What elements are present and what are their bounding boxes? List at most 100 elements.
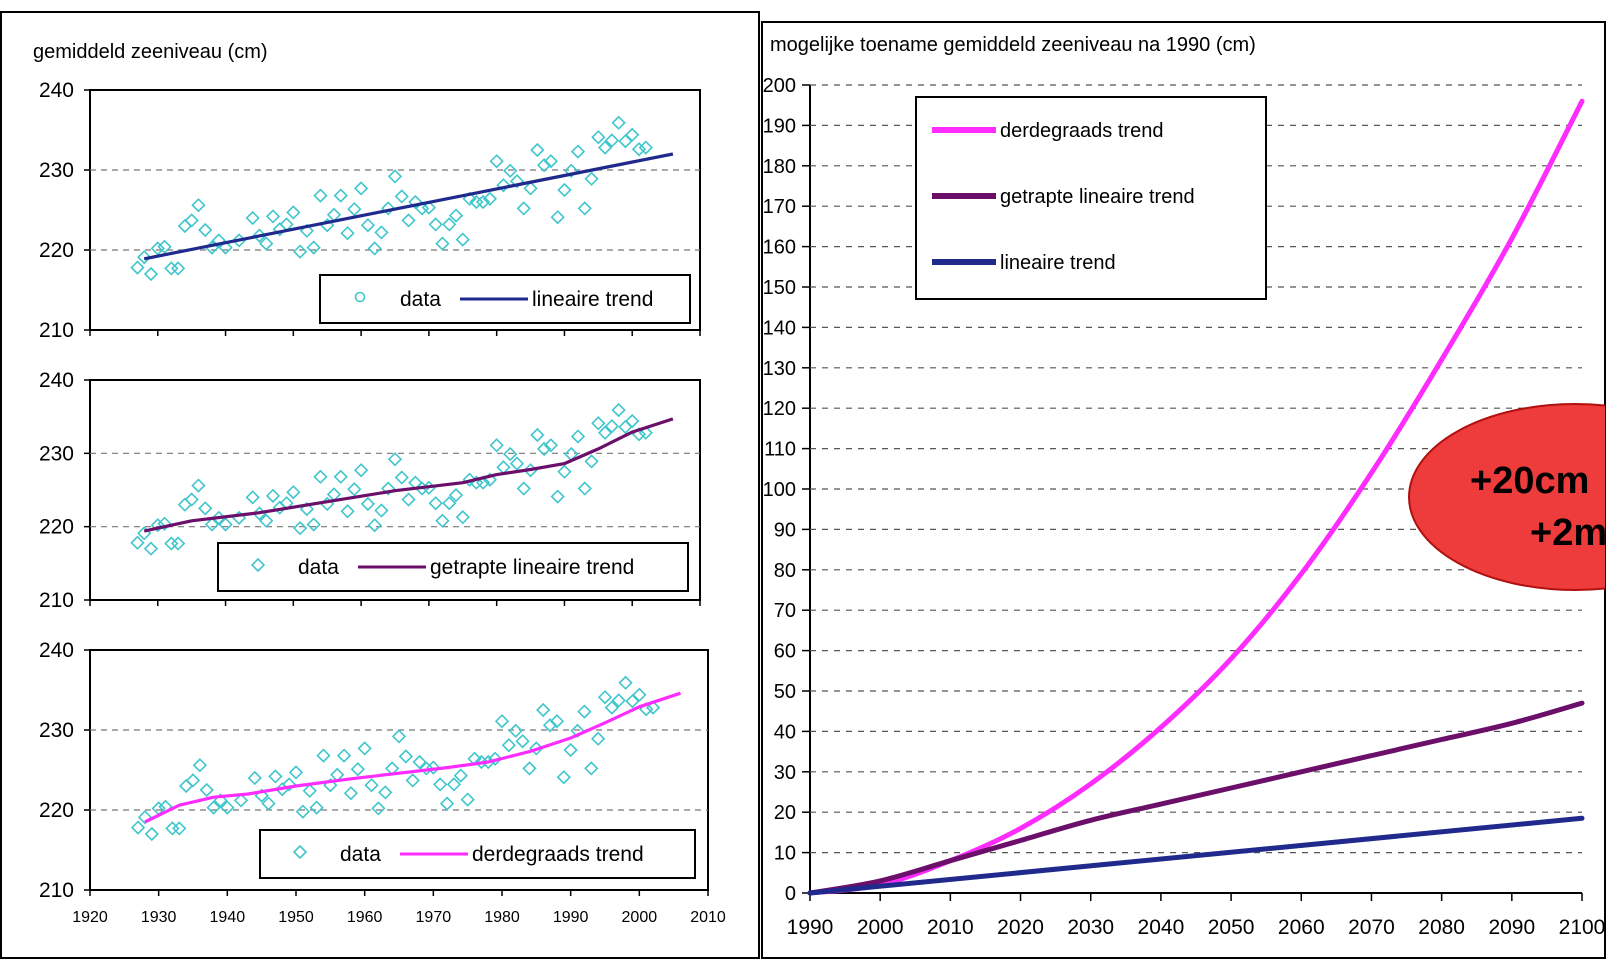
data-point [421, 200, 437, 215]
legend-label-trend: derdegraads trend [472, 843, 644, 866]
data-point [455, 232, 470, 247]
data-point [347, 202, 362, 217]
data-point [523, 181, 538, 196]
data-point [336, 748, 352, 763]
y-tick-label: 50 [774, 681, 796, 703]
data-point [508, 723, 523, 738]
data-point [394, 189, 409, 204]
data-point [218, 517, 233, 532]
legend-data-marker [292, 844, 308, 860]
y-tick-label: 100 [763, 479, 796, 501]
x-tick-label: 1940 [210, 909, 246, 926]
data-point [157, 516, 172, 531]
data-point [198, 222, 213, 238]
data-point [455, 510, 470, 525]
x-tick-label: 1920 [72, 909, 108, 926]
data-point [165, 821, 180, 836]
plot-frame [89, 649, 709, 891]
data-point [295, 804, 310, 819]
x-tick-label: 2010 [690, 909, 726, 926]
data-point [367, 241, 382, 256]
data-point [374, 503, 389, 518]
data-point [172, 821, 187, 836]
data-point [494, 714, 510, 729]
y-tick-label: 110 [764, 439, 796, 461]
data-point [333, 188, 348, 203]
legend-label-trend: getrapte lineaire trend [430, 556, 634, 579]
data-point [433, 777, 448, 792]
data-point [604, 133, 620, 148]
data-point [357, 741, 372, 756]
data-point [387, 452, 403, 467]
data-point [549, 714, 565, 729]
data-point [428, 217, 443, 232]
data-point [412, 754, 427, 770]
data-point [157, 239, 172, 254]
data-point [482, 191, 498, 206]
y-tick-label: 230 [39, 442, 74, 465]
data-point [130, 535, 145, 550]
data-points [131, 117, 653, 282]
data-point [509, 456, 525, 471]
x-tick-label: 2080 [1418, 916, 1465, 939]
x-tick-label: 1990 [787, 916, 834, 939]
y-tick-label: 150 [763, 277, 796, 299]
x-tick-label: 1980 [484, 909, 520, 926]
data-point [577, 481, 592, 496]
y-tick-label: 190 [763, 115, 796, 137]
data-point [604, 419, 620, 434]
data-point [419, 761, 434, 776]
data-point [435, 513, 450, 528]
data-point [398, 749, 413, 764]
data-point [353, 463, 369, 478]
data-point [543, 438, 559, 453]
y-tick-label: 210 [39, 319, 74, 342]
data-point [426, 760, 441, 775]
data-point [374, 225, 389, 240]
y-tick-label: 230 [39, 159, 74, 182]
data-point [448, 208, 464, 223]
data-point [306, 240, 321, 255]
y-tick-label: 140 [763, 317, 796, 339]
data-point [501, 738, 516, 753]
x-tick-label: 2060 [1278, 916, 1325, 939]
data-point [401, 213, 416, 228]
data-point [360, 218, 376, 233]
data-point [618, 134, 633, 149]
data-point [597, 425, 613, 440]
data-point [364, 778, 379, 793]
y-tick-label: 240 [39, 639, 74, 662]
data-point [233, 793, 249, 808]
data-point [261, 796, 276, 811]
panel-getrapte-lineaire-trend: 240 230 220 210 data getrapte lineaire trend [39, 369, 701, 612]
data-point [556, 770, 571, 785]
y-tick-label: 130 [763, 358, 796, 380]
x-tick-label: 2090 [1488, 916, 1535, 939]
data-point [367, 518, 382, 533]
data-point [611, 693, 626, 708]
panel-projection: 2001901801701601501401301201101009080706… [763, 75, 1606, 939]
data-point [316, 748, 331, 763]
x-tick-label: 1950 [278, 909, 314, 926]
data-point [564, 163, 579, 178]
data-point [378, 785, 393, 800]
data-point [516, 201, 531, 216]
x-tick-label: 2070 [1348, 916, 1395, 939]
data-point [381, 481, 396, 496]
x-tick-label: 2050 [1208, 916, 1255, 939]
data-point [401, 492, 416, 507]
y-tick-label: 210 [39, 589, 74, 612]
x-tick-label: 2000 [857, 916, 904, 939]
data-point [469, 194, 484, 210]
data-point [638, 140, 653, 155]
data-point [130, 820, 146, 835]
data-point [597, 690, 613, 705]
data-point [632, 687, 647, 702]
y-tick-label: 240 [39, 369, 74, 392]
panel-lineaire-trend: 240 230 220 210 data lineaire trend [39, 79, 701, 342]
data-point [247, 770, 262, 786]
data-point [577, 201, 592, 216]
legend-data-marker [250, 557, 266, 573]
data-point [557, 182, 572, 198]
plot-frame [89, 379, 701, 601]
